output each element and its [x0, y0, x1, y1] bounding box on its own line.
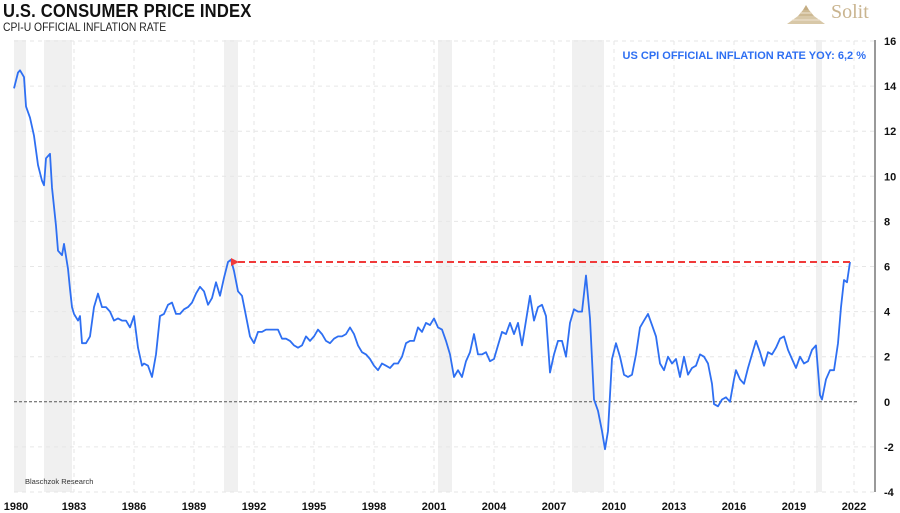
y-tick-label: 14 — [884, 81, 897, 93]
x-tick-label: 1989 — [182, 501, 206, 513]
x-tick-label: 2016 — [722, 501, 746, 513]
source-label: Blaschzok Research — [25, 477, 93, 486]
recession-band — [816, 40, 822, 492]
y-tick-label: 0 — [884, 397, 890, 409]
x-tick-label: 2010 — [602, 501, 626, 513]
y-tick-label: -2 — [884, 442, 894, 454]
y-tick-label: 16 — [884, 36, 896, 48]
x-tick-label: 1986 — [122, 501, 146, 513]
y-tick-labels: 16 14 12 10 8 6 4 2 0 -2 -4 — [884, 36, 897, 499]
y-tick-label: 4 — [884, 307, 891, 319]
x-tick-label: 2001 — [422, 501, 446, 513]
current-value-annotation: US CPI OFFICIAL INFLATION RATE YOY: 6,2 … — [623, 50, 867, 62]
y-tick-label: 2 — [884, 352, 890, 364]
page-title: U.S. CONSUMER PRICE INDEX — [3, 1, 252, 21]
x-tick-label: 1992 — [242, 501, 266, 513]
y-tick-label: -4 — [884, 487, 895, 499]
y-tick-label: 10 — [884, 171, 896, 183]
recession-band — [14, 40, 26, 492]
x-tick-label: 2022 — [842, 501, 866, 513]
gridlines — [14, 40, 875, 493]
y-tick-label: 8 — [884, 216, 890, 228]
x-tick-label: 2013 — [662, 501, 686, 513]
series-line-cpi — [13, 69, 851, 451]
x-tick-label: 2004 — [482, 501, 507, 513]
series-group — [13, 69, 851, 451]
page-subtitle: CPI-U OFFICIAL INFLATION RATE — [3, 22, 167, 34]
recession-band — [438, 40, 452, 492]
x-tick-label: 1998 — [362, 501, 386, 513]
x-tick-label: 1995 — [302, 501, 326, 513]
x-tick-label: 1983 — [62, 501, 86, 513]
x-tick-label: 1980 — [4, 501, 28, 513]
x-tick-label: 2019 — [782, 501, 806, 513]
y-tick-label: 6 — [884, 262, 890, 274]
x-tick-label: 2007 — [542, 501, 566, 513]
logo-text: Solit — [831, 1, 869, 23]
y-tick-label: 12 — [884, 126, 896, 138]
pyramid-logo-icon — [787, 5, 825, 24]
x-tick-labels: 1980 1983 1986 1989 1992 1995 1998 2001 2004 2007… — [4, 501, 866, 513]
